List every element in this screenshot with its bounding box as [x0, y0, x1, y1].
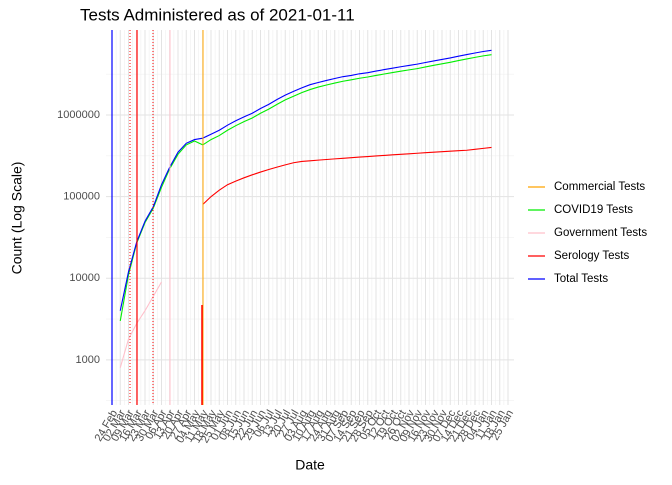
legend-label: COVID19 Tests — [554, 204, 633, 216]
legend: Commercial Tests COVID19 Tests Government … — [528, 181, 647, 285]
legend-label: Total Tests — [554, 273, 608, 285]
y-tick-label: 1000000 — [57, 109, 100, 121]
reference-lines — [111, 30, 204, 405]
y-tick-label: 100000 — [63, 191, 100, 203]
x-axis-title: Date — [295, 457, 325, 473]
legend-label: Government Tests — [554, 227, 647, 239]
series-line — [119, 54, 492, 322]
y-axis-title: Count (Log Scale) — [9, 162, 25, 275]
legend-label: Serology Tests — [554, 250, 629, 262]
legend-label: Commercial Tests — [554, 181, 645, 193]
plot — [119, 49, 492, 368]
series-line — [202, 146, 492, 205]
y-tick-label: 10000 — [69, 272, 100, 284]
series-line — [119, 49, 492, 311]
series-line — [119, 281, 162, 368]
chart-title: Tests Administered as of 2021-01-11 — [80, 5, 355, 24]
y-tick-label: 1000 — [76, 354, 100, 366]
